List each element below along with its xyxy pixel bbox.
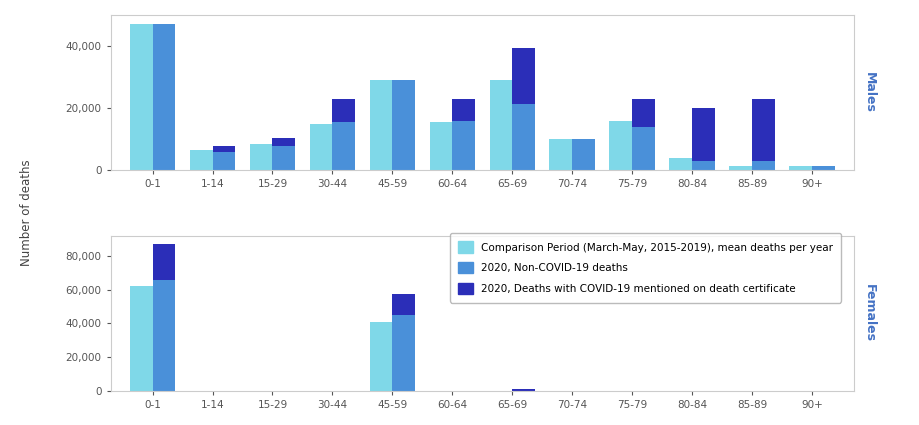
Bar xyxy=(332,99,355,122)
Bar xyxy=(272,145,295,170)
Bar xyxy=(452,99,474,121)
Bar xyxy=(691,108,714,161)
Bar xyxy=(512,104,535,170)
Text: Number of deaths: Number of deaths xyxy=(20,159,33,266)
Bar xyxy=(153,24,176,170)
Bar xyxy=(751,161,774,170)
Bar xyxy=(392,80,414,170)
Bar xyxy=(212,145,235,152)
Bar xyxy=(332,122,355,170)
Bar xyxy=(153,244,176,280)
Bar xyxy=(153,280,176,391)
Bar xyxy=(249,144,272,170)
Bar xyxy=(811,166,834,170)
Bar xyxy=(489,80,512,170)
Bar xyxy=(429,122,452,170)
Bar xyxy=(392,315,414,391)
Bar xyxy=(631,127,654,170)
Bar xyxy=(369,80,392,170)
Bar xyxy=(751,99,774,161)
Bar xyxy=(130,286,153,391)
Bar xyxy=(369,322,392,391)
Bar xyxy=(608,121,631,170)
Bar xyxy=(452,121,474,170)
Bar xyxy=(130,24,153,170)
Bar xyxy=(512,389,535,391)
Bar xyxy=(512,48,535,104)
Text: Females: Females xyxy=(862,284,875,342)
Bar xyxy=(310,124,332,170)
Bar xyxy=(572,139,595,170)
Bar xyxy=(212,152,235,170)
Bar xyxy=(691,161,714,170)
Bar xyxy=(549,139,572,170)
Bar xyxy=(392,294,414,315)
Bar xyxy=(729,166,751,170)
Text: Males: Males xyxy=(862,72,875,113)
Bar xyxy=(669,158,691,170)
Bar xyxy=(631,99,654,127)
Bar xyxy=(189,150,212,170)
Bar xyxy=(272,138,295,145)
Legend: Comparison Period (March-May, 2015-2019), mean deaths per year, 2020, Non-COVID-: Comparison Period (March-May, 2015-2019)… xyxy=(449,233,841,303)
Bar xyxy=(789,166,811,170)
